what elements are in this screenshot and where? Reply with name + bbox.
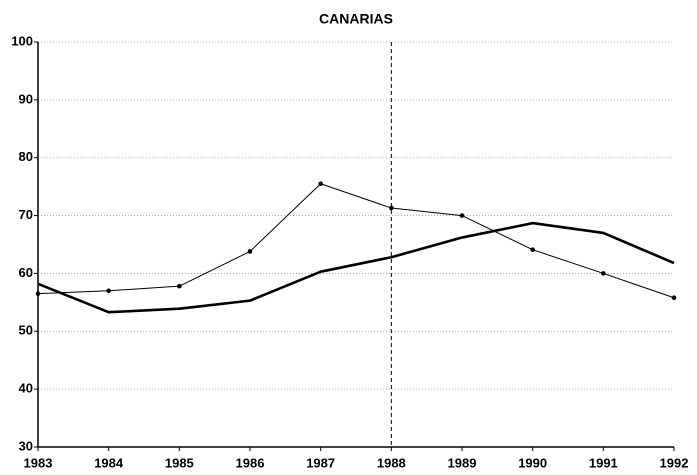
point <box>247 249 253 254</box>
x-tick-label: 1987 <box>306 455 335 470</box>
series-line <box>37 183 675 299</box>
y-tick-label: 60 <box>19 265 33 280</box>
x-tick-label: 1984 <box>94 455 124 470</box>
point <box>318 181 323 187</box>
x-tick-label: 1989 <box>448 455 477 470</box>
chart-title: CANARIAS <box>319 11 393 27</box>
x-tick-label: 1990 <box>518 455 547 470</box>
x-tick-label: 1991 <box>589 455 618 470</box>
y-tick-label: 50 <box>19 323 33 338</box>
point <box>530 247 535 253</box>
y-tick-label: 90 <box>19 91 33 106</box>
point <box>459 213 465 218</box>
point <box>35 291 41 296</box>
point <box>389 205 394 211</box>
point <box>671 295 677 301</box>
y-tick-label: 40 <box>19 381 33 396</box>
y-tick-label: 70 <box>19 207 33 222</box>
x-tick-label: 1985 <box>165 455 194 470</box>
x-tick-label: 1992 <box>660 455 689 470</box>
y-tick-label: 80 <box>19 149 33 164</box>
x-tick-label: 1988 <box>377 455 406 470</box>
point <box>106 288 111 294</box>
series-line <box>37 221 675 314</box>
x-tick-label: 1983 <box>24 455 53 470</box>
y-tick-label: 100 <box>11 33 33 48</box>
point <box>601 271 606 276</box>
y-tick-label: 30 <box>19 438 33 453</box>
x-tick-label: 1986 <box>236 455 265 470</box>
point <box>177 283 182 289</box>
